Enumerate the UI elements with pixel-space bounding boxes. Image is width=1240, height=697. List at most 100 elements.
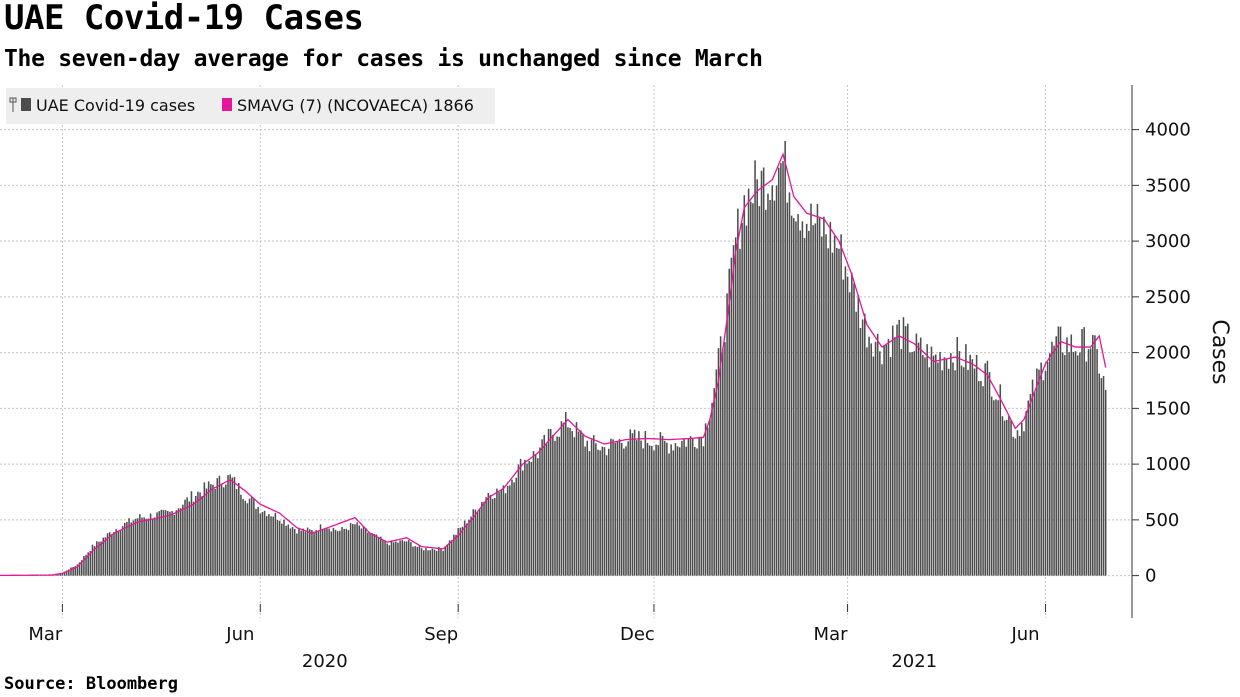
case-bar — [833, 235, 836, 576]
axes: 0 500 1000 1500 2000 2500 3000 3500 4000 Mar Jun Se… — [28, 85, 1191, 672]
case-bar — [104, 537, 107, 576]
case-bar — [182, 504, 184, 576]
case-bar — [885, 344, 888, 576]
case-bar — [1040, 362, 1042, 576]
case-bar — [919, 337, 922, 576]
case-bar — [358, 525, 361, 576]
case-bar — [1083, 327, 1085, 576]
case-bar — [902, 317, 905, 576]
case-bar — [618, 439, 621, 576]
case-bar — [521, 470, 524, 576]
case-bar — [281, 523, 283, 576]
case-bar — [1051, 341, 1053, 576]
case-bar — [156, 512, 158, 576]
case-bar — [754, 160, 756, 576]
case-bar — [229, 474, 231, 576]
case-bar — [894, 337, 896, 576]
case-bar — [407, 540, 410, 576]
case-bar — [926, 344, 928, 576]
case-bar — [98, 541, 100, 576]
case-bar — [225, 484, 227, 576]
case-bar — [420, 548, 423, 576]
case-bar — [128, 518, 130, 576]
case-bar — [130, 522, 132, 576]
case-bar — [246, 503, 249, 576]
x-tick-label: Dec — [620, 624, 655, 645]
case-bar — [814, 223, 817, 576]
case-bar — [631, 433, 634, 576]
y-tick-label: 2500 — [1145, 287, 1191, 308]
case-bar — [96, 541, 98, 576]
x-tick-label: Jun — [1010, 624, 1039, 645]
case-bar — [625, 446, 627, 576]
case-bar — [545, 444, 548, 576]
case-bar — [1072, 352, 1075, 576]
case-bar — [502, 485, 505, 576]
case-bar — [930, 346, 933, 576]
case-bar — [601, 446, 604, 576]
case-bar — [1005, 419, 1008, 576]
case-bar — [846, 276, 849, 576]
case-bar — [552, 434, 554, 576]
case-bar — [702, 446, 705, 576]
y-tick-label: 2000 — [1145, 343, 1191, 364]
case-bar — [685, 446, 687, 576]
case-bar — [119, 530, 122, 576]
case-bar — [608, 448, 610, 576]
case-bar — [210, 484, 212, 576]
case-bar — [709, 419, 711, 576]
case-bar — [207, 481, 210, 576]
case-bar — [403, 541, 406, 576]
case-bar — [592, 435, 595, 576]
source-note: Source: Bloomberg — [4, 674, 178, 694]
year-label: 2020 — [302, 651, 348, 672]
case-bar — [222, 487, 225, 576]
case-bar — [233, 477, 236, 576]
case-bar — [646, 442, 649, 576]
case-bar — [470, 516, 472, 576]
case-bar — [476, 511, 479, 576]
case-bar — [532, 451, 535, 576]
case-bar — [272, 516, 274, 576]
case-bar — [896, 324, 898, 576]
y-tick-label: 1500 — [1145, 398, 1191, 419]
case-bar — [444, 546, 447, 576]
case-bar — [773, 200, 776, 576]
case-bar — [274, 512, 277, 576]
case-bar — [328, 528, 330, 576]
case-bar — [947, 368, 950, 576]
case-bar — [498, 492, 500, 576]
case-bar — [149, 513, 152, 576]
case-bar — [80, 560, 83, 576]
case-bar — [326, 528, 328, 576]
case-bar — [139, 514, 141, 576]
case-bar — [457, 528, 459, 576]
case-bar — [719, 336, 722, 576]
case-bar — [904, 326, 907, 576]
case-bar — [573, 437, 576, 576]
case-bar — [481, 501, 483, 576]
case-bar — [526, 463, 528, 576]
case-bar — [818, 217, 821, 576]
case-bar — [410, 542, 412, 576]
case-bar — [945, 359, 948, 576]
case-bar — [72, 566, 74, 576]
case-bar — [795, 221, 797, 576]
case-bar — [698, 436, 700, 576]
case-bar — [547, 428, 550, 576]
case-bar — [235, 489, 238, 576]
case-bar — [489, 495, 492, 576]
case-bar — [730, 257, 733, 576]
case-bar — [605, 455, 608, 576]
case-bar — [487, 492, 490, 576]
case-bar — [575, 422, 578, 576]
case-bar — [298, 528, 300, 576]
case-bar — [838, 248, 840, 576]
case-bar — [620, 442, 623, 576]
case-bar — [463, 520, 466, 576]
case-bar — [352, 523, 354, 576]
case-bar — [504, 493, 507, 576]
case-bar — [967, 369, 969, 576]
case-bar — [876, 333, 879, 576]
case-bar — [435, 550, 438, 576]
